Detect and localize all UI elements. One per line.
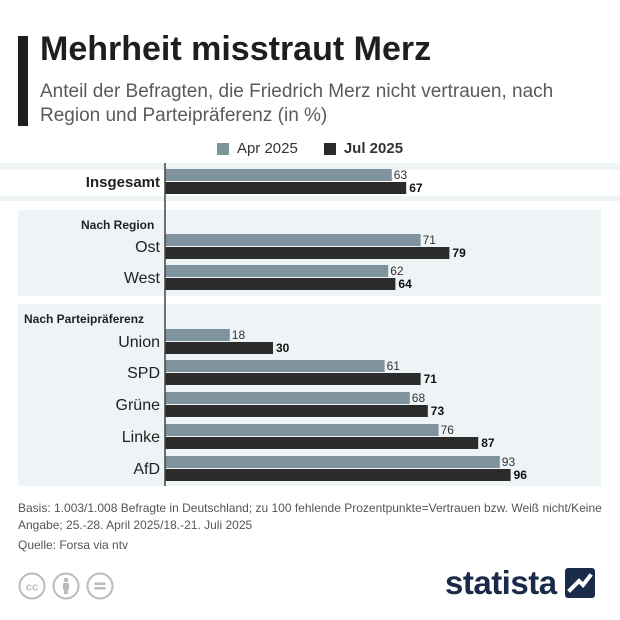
bar-apr-gr-ne — [165, 392, 410, 404]
chart-subtitle: Anteil der Befragten, die Friedrich Merz… — [40, 81, 554, 126]
value-label-jul-union: 30 — [276, 341, 290, 355]
bar-jul-spd — [165, 373, 421, 385]
category-label-afd: AfD — [133, 461, 160, 478]
legend-label-apr: Apr 2025 — [236, 140, 298, 157]
bar-apr-linke — [165, 424, 439, 436]
svg-text:cc: cc — [26, 582, 38, 594]
value-label-apr-spd: 61 — [387, 359, 401, 373]
value-label-apr-afd: 93 — [502, 455, 516, 469]
legend-label-jul: Jul 2025 — [343, 140, 404, 157]
bar-apr-afd — [165, 456, 500, 468]
category-label-union: Union — [118, 334, 160, 351]
legend-item-apr: Apr 2025 — [216, 140, 298, 157]
bar-jul-linke — [165, 437, 479, 449]
bar-chart: Nach Region Nach Parteipräferenz Insgesamt… — [0, 163, 620, 486]
bar-apr-union — [165, 329, 230, 341]
by-icon[interactable] — [52, 572, 80, 600]
category-label-gr-ne: Grüne — [116, 397, 161, 414]
legend: Apr 2025 Jul 2025 — [0, 140, 620, 157]
bar-apr-insgesamt — [165, 169, 392, 181]
category-label-west: West — [124, 270, 161, 287]
value-label-jul-afd: 96 — [514, 468, 528, 482]
value-label-apr-insgesamt: 63 — [394, 168, 408, 182]
source-note: Quelle: Forsa via ntv — [18, 538, 129, 552]
value-label-apr-west: 62 — [390, 264, 404, 278]
value-label-apr-linke: 76 — [441, 423, 455, 437]
title-accent-bar — [18, 36, 28, 126]
group-label-region: Nach Region — [81, 218, 154, 232]
bar-jul-afd — [165, 469, 511, 481]
legend-item-jul: Jul 2025 — [323, 140, 404, 157]
category-label-linke: Linke — [122, 429, 160, 446]
value-label-jul-linke: 87 — [481, 436, 495, 450]
value-label-apr-gr-ne: 68 — [412, 391, 426, 405]
statista-logo-icon — [564, 568, 595, 598]
legend-swatch-jul — [323, 142, 336, 155]
brand[interactable]: statista — [445, 564, 595, 602]
group-label-partei: Nach Parteipräferenz — [24, 312, 144, 326]
category-label-spd: SPD — [127, 365, 160, 382]
bar-jul-insgesamt — [165, 182, 407, 194]
bar-jul-union — [165, 342, 273, 354]
value-label-jul-ost: 79 — [452, 246, 466, 260]
bar-jul-ost — [165, 247, 450, 259]
value-label-jul-gr-ne: 73 — [431, 404, 445, 418]
footnote: Basis: 1.003/1.008 Befragte in Deutschla… — [18, 501, 602, 532]
value-label-jul-west: 64 — [398, 277, 412, 291]
value-label-apr-union: 18 — [232, 328, 246, 342]
legend-swatch-apr — [216, 142, 229, 155]
chart-title: Mehrheit misstraut Merz — [40, 30, 432, 68]
brand-name: statista — [445, 564, 557, 601]
nd-icon[interactable] — [86, 572, 114, 600]
license-icons: cc — [18, 572, 114, 600]
category-label-insgesamt: Insgesamt — [86, 174, 160, 191]
bar-jul-gr-ne — [165, 405, 428, 417]
bar-apr-ost — [165, 234, 421, 246]
value-label-jul-insgesamt: 67 — [409, 181, 423, 195]
cc-icon[interactable]: cc — [18, 572, 46, 600]
bar-apr-west — [165, 265, 389, 277]
category-label-ost: Ost — [135, 239, 160, 256]
value-label-jul-spd: 71 — [424, 372, 438, 386]
bar-jul-west — [165, 278, 396, 290]
bar-apr-spd — [165, 360, 385, 372]
value-label-apr-ost: 71 — [423, 233, 437, 247]
